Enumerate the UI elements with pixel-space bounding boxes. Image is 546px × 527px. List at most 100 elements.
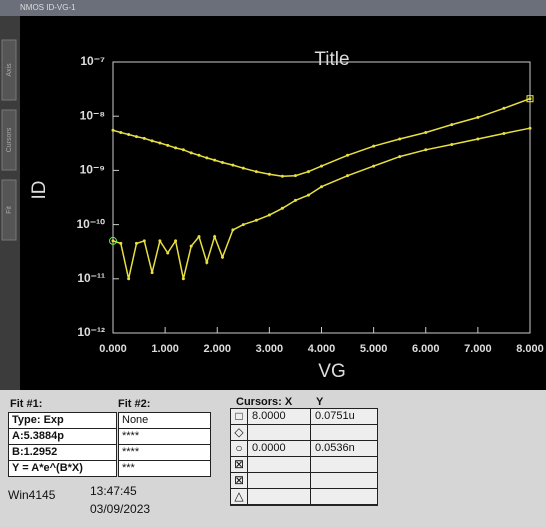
y-tick-label: 10⁻¹²: [77, 325, 105, 339]
data-point: [450, 143, 454, 147]
data-point: [424, 148, 428, 152]
data-point: [181, 277, 185, 281]
cursor-header-y: Y: [316, 396, 324, 408]
data-point: [174, 146, 178, 150]
data-point: [293, 174, 297, 178]
data-point: [450, 123, 454, 127]
data-point: [231, 163, 235, 167]
fit2-cell: ***: [118, 460, 211, 477]
y-tick-label: 10⁻⁸: [80, 108, 105, 122]
cursor-row: [248, 473, 311, 489]
data-point: [231, 228, 235, 232]
data-point: [346, 174, 350, 178]
x-tick-label: 0.000: [99, 343, 127, 355]
data-point: [398, 155, 402, 159]
side-tab-label: Cursors: [6, 127, 13, 152]
fit1-cell: B:1.2952: [8, 444, 117, 461]
date: 03/09/2023: [90, 502, 151, 516]
data-point: [306, 170, 310, 174]
cursor-x-value: 8.0000: [252, 410, 286, 422]
cursor-row: [248, 441, 311, 457]
side-tab-label: Fit: [6, 206, 13, 214]
fit1-cell: A:5.3884p: [8, 428, 117, 445]
data-point: [502, 106, 506, 110]
fit1-cell: Y = A*e^(B*X): [8, 460, 117, 477]
x-tick-label: 3.000: [256, 343, 284, 355]
time: 13:47:45: [90, 484, 137, 498]
data-point: [398, 137, 402, 141]
data-point: [320, 185, 323, 189]
x-tick-label: 8.000: [516, 343, 544, 355]
cursor-x-value: 0.0000: [252, 442, 286, 454]
cursor-symbol: △: [231, 489, 248, 505]
data-point: [254, 218, 258, 222]
title-bar: [0, 0, 546, 16]
data-point: [476, 115, 480, 119]
y-tick-label: 10⁻¹¹: [77, 271, 105, 285]
data-point: [119, 131, 123, 135]
fit1-title: Fit #1:: [10, 398, 43, 410]
side-tab-label: Axis: [6, 63, 13, 77]
side-tab[interactable]: [1, 39, 17, 101]
plot-background: [20, 16, 546, 390]
fit2-cell: ****: [118, 428, 211, 445]
data-point: [220, 255, 224, 259]
cursor-row: [248, 457, 311, 473]
cursor-table: □ ◇ ○ ⊠ ⊠ △ 8.0000 0.0751u 0.0000 0.0536n: [230, 408, 378, 506]
side-tab[interactable]: [1, 109, 17, 171]
chart-title: Title: [314, 49, 349, 70]
data-point: [205, 260, 209, 264]
data-point: [158, 141, 162, 145]
data-point: [213, 158, 217, 162]
cursor-symbol: ○: [231, 441, 248, 457]
data-point: [346, 153, 350, 157]
data-point: [372, 144, 376, 148]
data-point: [254, 170, 258, 174]
data-point: [293, 198, 297, 202]
data-point: [158, 239, 162, 243]
cursor-symbol: ◇: [231, 425, 248, 441]
cursor-row: [248, 409, 311, 425]
data-point: [372, 164, 376, 168]
cursor-symbol: ⊠: [231, 457, 248, 473]
side-tab[interactable]: [1, 179, 17, 241]
cursor-marker: [109, 236, 117, 245]
cursor-y-value: 0.0751u: [315, 410, 355, 422]
y-tick-label: 10⁻¹⁰: [77, 217, 106, 231]
cursor-row: [311, 489, 377, 505]
data-point: [127, 132, 131, 136]
data-point: [280, 206, 284, 210]
data-point: [320, 164, 323, 168]
data-point: [150, 139, 154, 143]
data-point: [267, 172, 271, 176]
x-tick-label: 7.000: [464, 343, 492, 355]
station-name: Win4145: [8, 488, 56, 502]
data-point: [189, 151, 193, 155]
data-point: [197, 235, 201, 239]
data-point: [134, 135, 138, 139]
cursor-y-value: 0.0536n: [315, 442, 355, 454]
data-point: [528, 126, 532, 130]
cursor-row: [311, 457, 377, 473]
fit2-cell: None: [118, 412, 211, 429]
data-point: [119, 241, 123, 245]
data-point: [166, 143, 170, 147]
cursor-symbol: ⊠: [231, 473, 248, 489]
fit2-title: Fit #2:: [118, 398, 151, 410]
cursor-row: [311, 425, 377, 441]
x-tick-label: 5.000: [360, 343, 388, 355]
data-point: [424, 131, 428, 135]
data-point: [189, 244, 193, 248]
data-point: [166, 251, 170, 255]
x-tick-label: 6.000: [412, 343, 440, 355]
data-point: [476, 137, 480, 141]
cursor-row: [248, 489, 311, 505]
cursor-marker: [526, 95, 534, 103]
data-point: [241, 166, 245, 170]
cursor-row: [311, 473, 377, 489]
info-panel: Fit #1: Fit #2: Type: Exp A:5.3884p B:1.2952…: [0, 390, 546, 527]
data-point: [280, 174, 284, 178]
x-tick-label: 2.000: [203, 343, 231, 355]
cursor-row: [311, 441, 377, 457]
data-point: [220, 160, 224, 164]
